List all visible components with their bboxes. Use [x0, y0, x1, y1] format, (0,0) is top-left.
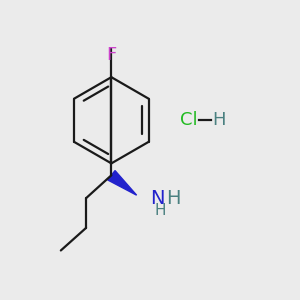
Text: N: N — [150, 189, 164, 208]
Text: F: F — [106, 46, 116, 64]
Polygon shape — [108, 171, 136, 195]
Text: H: H — [154, 202, 166, 217]
Text: H: H — [166, 189, 181, 208]
Text: Cl: Cl — [180, 111, 197, 129]
Text: H: H — [212, 111, 226, 129]
